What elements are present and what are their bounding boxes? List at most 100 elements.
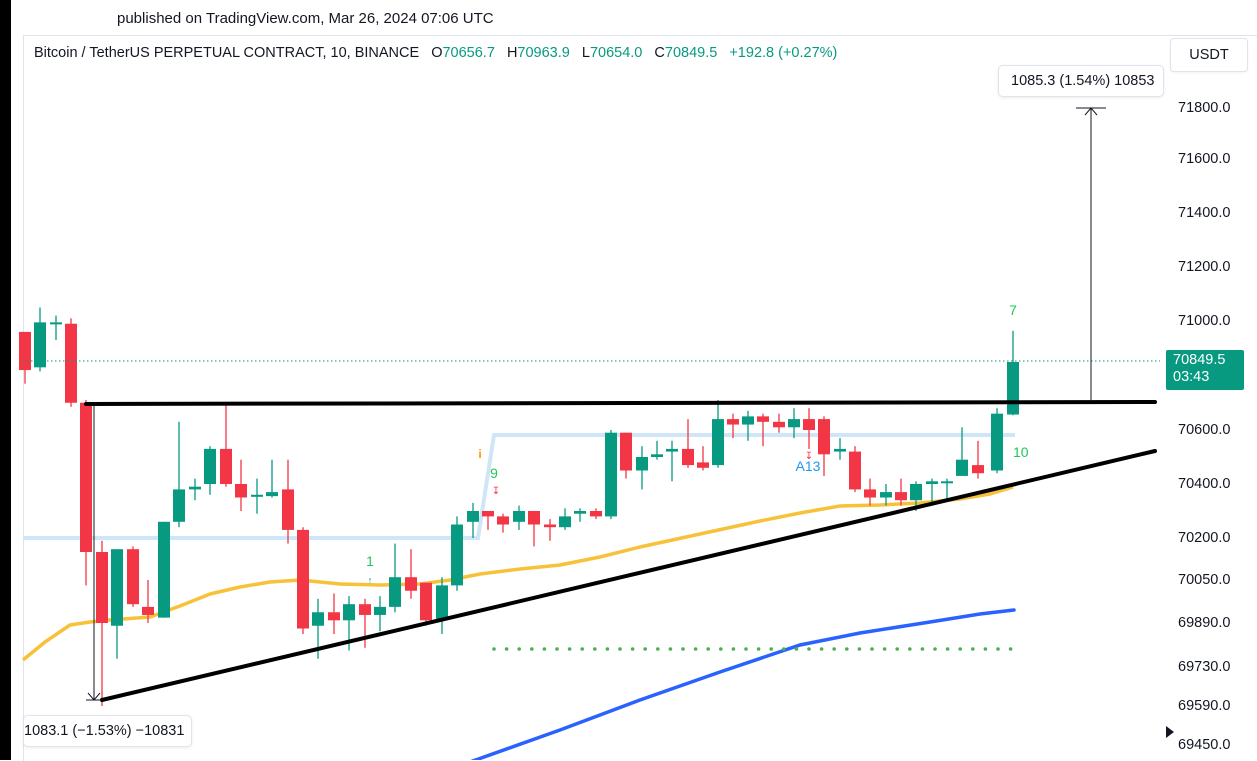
candle-body <box>173 489 185 522</box>
dotted-level-dot <box>719 647 723 651</box>
candle-body <box>590 511 602 517</box>
dotted-level-dot <box>504 647 509 651</box>
dotted-level-dot <box>857 647 862 651</box>
chart-frame[interactable] <box>23 35 1257 761</box>
candle-body <box>111 549 123 626</box>
high-label: H <box>506 45 518 61</box>
candle-body <box>436 585 448 621</box>
candle-body <box>544 524 556 528</box>
last-price-value: 70849.5 <box>1173 352 1226 368</box>
scroll-to-realtime-icon[interactable] <box>1166 726 1174 738</box>
candle-body <box>96 552 108 623</box>
candle-body <box>189 486 201 490</box>
candle-body <box>513 511 525 522</box>
dotted-level-dot <box>983 647 988 651</box>
dotted-level-dot <box>668 647 673 651</box>
candle-body <box>803 419 815 430</box>
measure-down-text: 1083.1 (−1.53%) −10831 <box>24 723 185 739</box>
dotted-level-dot <box>958 647 962 651</box>
measure-down-label: 1083.1 (−1.53%) −10831 <box>23 715 192 747</box>
price-tick: 70050.0 <box>1178 572 1231 588</box>
candle-body <box>849 451 861 490</box>
candle-body <box>910 484 922 501</box>
candle-body <box>880 492 892 498</box>
candle-body <box>620 432 632 471</box>
dotted-level-dot <box>567 647 572 651</box>
candle-body <box>864 489 876 498</box>
price-tick: 70400.0 <box>1178 476 1231 492</box>
candle-body <box>127 549 139 605</box>
dotted-level-dot <box>819 647 824 651</box>
currency-button[interactable]: USDT <box>1170 38 1248 72</box>
price-tick: 69450.0 <box>1178 737 1231 753</box>
candle-body <box>636 457 648 471</box>
candle-body <box>451 524 463 586</box>
candle-body <box>666 448 678 452</box>
candle-body <box>834 448 846 452</box>
ema-short-line <box>21 485 1014 662</box>
dotted-level-dot <box>882 647 887 651</box>
candle-body <box>788 419 800 428</box>
candle-body <box>742 416 754 425</box>
candle-body <box>80 402 92 552</box>
candle-body <box>682 448 694 466</box>
candle-body <box>926 481 938 484</box>
dotted-level-dot <box>870 647 874 651</box>
setup-count-label: 10 <box>1013 444 1029 460</box>
dotted-level-dot <box>542 647 547 651</box>
dotted-level-dot <box>656 647 660 651</box>
price-tick: 70600.0 <box>1178 422 1231 438</box>
dotted-level-dot <box>807 647 811 651</box>
close-label: C <box>654 45 665 61</box>
dotted-level-dot <box>756 647 761 651</box>
candle-body <box>482 511 494 517</box>
candle-body <box>374 606 386 615</box>
dotted-level-dot <box>945 647 950 651</box>
candle-body <box>605 432 617 517</box>
dotted-level-dot <box>920 647 925 651</box>
measure-up-text: 1085.3 (1.54%) 10853 <box>1011 73 1155 89</box>
candle-body <box>559 516 571 528</box>
setup-count-label: 7 <box>1009 302 1017 318</box>
vwap-line <box>23 433 1015 540</box>
candle-body <box>773 421 785 428</box>
setup-count-label: 1 <box>366 553 374 569</box>
candle-body <box>467 511 479 522</box>
price-tick: 71600.0 <box>1178 151 1231 167</box>
price-tick: 70200.0 <box>1178 530 1231 546</box>
dotted-level-dot <box>605 647 610 651</box>
low-label: L <box>581 45 590 61</box>
dotted-level-dot <box>530 647 534 651</box>
low-value: 70654.0 <box>589 45 643 61</box>
candle-body <box>405 577 417 591</box>
candle-body <box>972 465 984 474</box>
dotted-level-dot <box>630 647 635 651</box>
price-axis[interactable]: 71800.0 71600.0 71400.0 71200.0 71000.0 70600… <box>1160 70 1257 760</box>
candle-body <box>158 521 170 618</box>
dotted-level-dot <box>744 647 748 651</box>
last-price-tag: 70849.5 03:43 <box>1166 350 1244 390</box>
open-value: 70656.7 <box>442 45 495 61</box>
candle-body <box>389 577 401 607</box>
dotted-level-dot <box>1008 647 1013 651</box>
candle-body <box>727 419 739 425</box>
candle-body <box>65 323 77 403</box>
candle-body <box>420 582 432 621</box>
dotted-level-dot <box>782 647 786 651</box>
candle-body <box>1007 362 1019 415</box>
dotted-level-dot <box>845 647 849 651</box>
candle-body <box>142 606 154 615</box>
dotted-level-dot <box>693 647 698 651</box>
dotted-level-dot <box>643 647 647 651</box>
candle-body <box>651 454 663 457</box>
dotted-level-dot <box>618 647 622 651</box>
down-arrow-marker-icon: ↧ <box>492 486 500 497</box>
dotted-level-dot <box>492 647 496 651</box>
left-edge-strip <box>0 0 11 760</box>
dotted-level-dot <box>580 647 584 651</box>
symbol-legend: Bitcoin / TetherUS PERPETUAL CONTRACT, 1… <box>34 45 837 61</box>
published-caption: published on TradingView.com, Mar 26, 20… <box>117 10 494 27</box>
setup-count-label: 9 <box>490 465 498 481</box>
dotted-level-dot <box>933 647 937 651</box>
